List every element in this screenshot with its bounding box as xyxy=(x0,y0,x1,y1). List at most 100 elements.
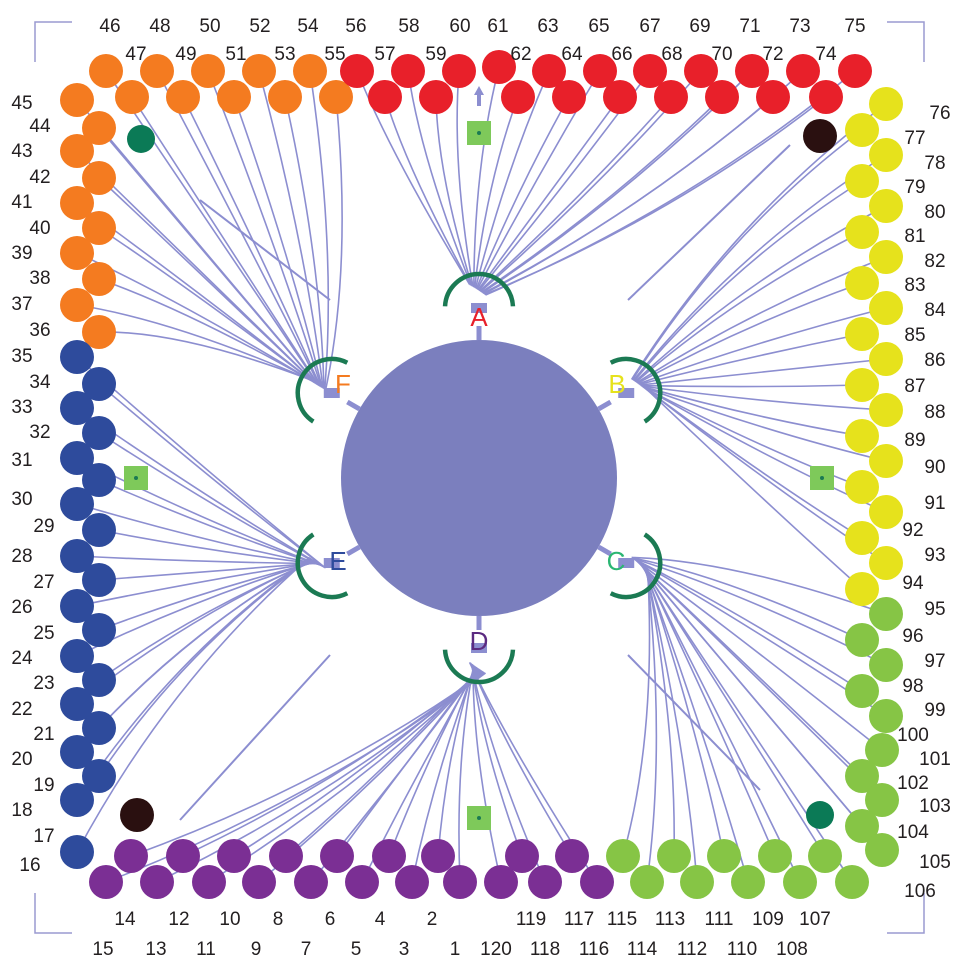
ground-pad xyxy=(806,801,834,829)
electrode-trace xyxy=(76,503,321,566)
contact-pad xyxy=(368,80,402,114)
pad-number: 12 xyxy=(168,909,189,930)
corner-mark xyxy=(887,21,925,62)
pad-number: 112 xyxy=(677,939,707,956)
electrode-trace xyxy=(384,96,472,286)
electrode-trace xyxy=(458,665,475,883)
contact-pad xyxy=(217,80,251,114)
chamber-arc xyxy=(442,649,516,685)
contact-pad xyxy=(320,839,354,873)
electrode-trace xyxy=(638,307,887,385)
contact-pad xyxy=(443,865,477,899)
feed-channel xyxy=(627,144,791,301)
contact-pad xyxy=(60,134,94,168)
pad-number: 72 xyxy=(762,44,783,65)
contact-pad xyxy=(845,759,879,793)
pad-number: 22 xyxy=(11,699,32,720)
contact-pad xyxy=(869,342,903,376)
contact-pad xyxy=(60,441,94,475)
contact-pad xyxy=(633,54,667,88)
contact-pad xyxy=(869,240,903,274)
chamber-letters: A B C D E F xyxy=(329,302,625,656)
electrode-trace xyxy=(411,666,477,883)
corner-mark xyxy=(34,21,72,62)
contact-pad xyxy=(865,783,899,817)
contact-pad xyxy=(60,487,94,521)
pad-number: 89 xyxy=(904,430,925,451)
contact-pad xyxy=(269,839,303,873)
contact-pad xyxy=(845,215,879,249)
electrode-trace xyxy=(473,66,500,288)
electrode-trace xyxy=(640,563,826,857)
pad-number: 37 xyxy=(11,294,32,315)
chamber-arc xyxy=(295,532,349,600)
contact-pad xyxy=(82,262,116,296)
contact-pad xyxy=(735,54,769,88)
electrode-trace xyxy=(645,567,658,883)
pad-number: 26 xyxy=(11,597,32,618)
electrode-trace xyxy=(356,70,471,285)
pad-number: 14 xyxy=(114,909,136,930)
pad-number: 40 xyxy=(29,218,50,239)
contact-pad xyxy=(786,54,820,88)
contact-pad xyxy=(845,809,879,843)
electrode-trace xyxy=(641,385,887,411)
contact-pad xyxy=(82,367,116,401)
alignment-markers xyxy=(124,86,834,830)
electrode-trace xyxy=(638,333,863,386)
contact-pad xyxy=(838,54,872,88)
pad-number: 41 xyxy=(11,192,32,213)
contact-pad xyxy=(555,839,589,873)
pad-number: 24 xyxy=(11,648,33,669)
pad-number: 11 xyxy=(196,939,216,956)
electrode-trace xyxy=(407,70,473,286)
pad-number: 87 xyxy=(904,376,925,397)
electrode-trace xyxy=(632,557,863,641)
pad-number: 66 xyxy=(611,44,632,65)
contact-pad xyxy=(505,839,539,873)
pad-number: 53 xyxy=(274,44,295,65)
contact-pad xyxy=(657,839,691,873)
contact-pad xyxy=(484,865,518,899)
pad-number: 84 xyxy=(924,300,946,321)
pad-number: 74 xyxy=(815,44,837,65)
electrode-trace xyxy=(639,358,887,386)
pad-number: 48 xyxy=(149,16,170,37)
pad-number: 10 xyxy=(219,909,240,930)
pad-number: 60 xyxy=(449,16,470,37)
contact-pad xyxy=(845,317,879,351)
electrode-trace xyxy=(456,70,474,287)
electrode-cluster xyxy=(618,388,635,398)
contact-pad xyxy=(869,495,903,529)
corner-marks xyxy=(34,21,925,934)
contact-pad xyxy=(89,865,123,899)
electrode-trace xyxy=(182,96,322,388)
pad-number: 95 xyxy=(924,599,945,620)
pad-number: 54 xyxy=(297,16,319,37)
pad-number: 34 xyxy=(29,372,51,393)
feed-channel xyxy=(179,654,331,821)
chamber-spoke xyxy=(597,544,612,557)
contact-pad xyxy=(82,315,116,349)
contact-pad xyxy=(845,113,879,147)
electrode-trace xyxy=(479,96,672,292)
electrode-trace xyxy=(643,387,863,488)
contact-pad xyxy=(217,839,251,873)
contact-pad xyxy=(835,865,869,899)
contact-pad xyxy=(845,164,879,198)
electrode-trace xyxy=(182,670,484,857)
electrode-trace xyxy=(485,70,856,296)
contact-pad xyxy=(60,186,94,220)
contact-pad xyxy=(845,368,879,402)
pad-number: 1 xyxy=(450,939,461,956)
pad-number: 55 xyxy=(324,44,345,65)
contact-pad xyxy=(60,391,94,425)
electrode-trace xyxy=(475,96,570,290)
electrode-trace xyxy=(645,566,675,857)
electrode-trace xyxy=(105,70,319,386)
contact-pad xyxy=(552,80,586,114)
contact-pad xyxy=(845,521,879,555)
contact-pad xyxy=(783,865,817,899)
contact-pad xyxy=(60,687,94,721)
contact-pad xyxy=(532,54,566,88)
